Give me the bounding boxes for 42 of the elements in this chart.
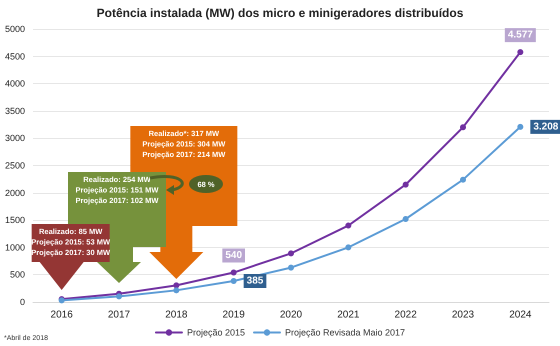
- x-tick-label: 2024: [509, 310, 532, 320]
- x-tick-label: 2019: [222, 310, 246, 320]
- legend-label: Projeção 2015: [186, 328, 245, 338]
- y-tick-label: 2500: [4, 160, 25, 170]
- point: [345, 244, 352, 250]
- point: [288, 250, 294, 256]
- point: [517, 49, 524, 56]
- y-tick-label: 3000: [4, 133, 25, 144]
- data-label: 385: [246, 275, 264, 286]
- y-tick-label: 5000: [4, 24, 25, 34]
- y-tick-label: 4500: [4, 51, 25, 62]
- y-tick-label: 4000: [4, 78, 25, 89]
- y-tick-label: 0: [20, 297, 25, 307]
- data-label: 3.208: [533, 121, 559, 132]
- data-label: 540: [225, 250, 242, 262]
- chart-title: Potência instalada (MW) dos micro e minigeradores distribuídos: [96, 6, 464, 20]
- x-tick-label: 2020: [280, 310, 303, 320]
- x-tick-label: 2017: [108, 310, 131, 320]
- x-tick-label: 2018: [165, 310, 188, 320]
- x-tick-label: 2022: [394, 310, 418, 320]
- y-tick-label: 500: [10, 270, 25, 280]
- point: [230, 278, 237, 284]
- point: [173, 282, 180, 288]
- x-tick-label: 2023: [452, 310, 475, 320]
- y-tick-label: 1000: [4, 242, 25, 252]
- x-tick-label: 2016: [50, 310, 74, 320]
- point: [460, 176, 466, 183]
- y-tick-label: 1500: [4, 215, 25, 226]
- point: [230, 270, 237, 276]
- y-tick-label: 3500: [4, 106, 25, 116]
- point: [288, 264, 294, 271]
- y-tick-label: 2000: [4, 188, 25, 198]
- legend-label: Projeção Revisada Maio 2017: [284, 328, 406, 338]
- data-label: 4.577: [508, 30, 534, 41]
- point: [116, 293, 122, 300]
- point: [517, 124, 524, 130]
- point: [345, 222, 352, 229]
- point: [402, 182, 409, 188]
- point: [460, 124, 466, 130]
- point: [402, 216, 409, 222]
- point: [173, 287, 180, 294]
- x-tick-label: 2021: [337, 310, 360, 320]
